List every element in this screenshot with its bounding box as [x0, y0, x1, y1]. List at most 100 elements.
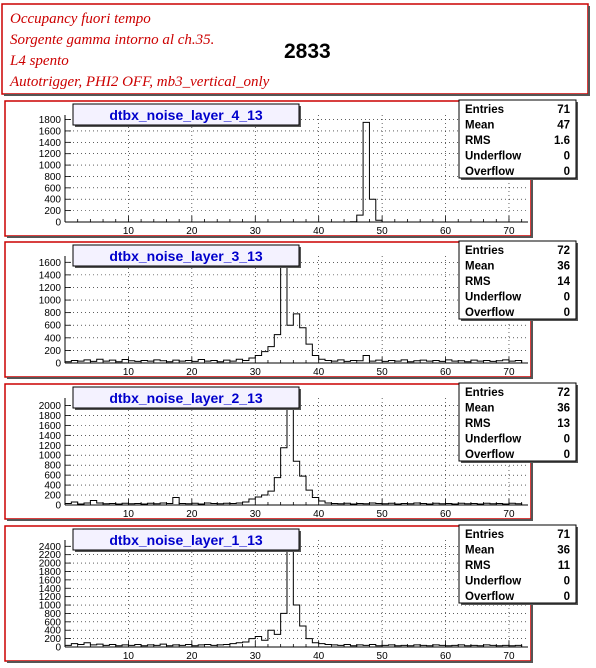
y-tick-label: 600 — [44, 617, 61, 628]
x-tick-label: 10 — [123, 509, 135, 520]
x-tick-label: 30 — [250, 509, 262, 520]
stats-label-entries: Entries — [465, 529, 504, 541]
stats-label-underflow: Underflow — [465, 434, 521, 446]
y-tick-label: 1400 — [39, 270, 62, 281]
y-tick-label: 200 — [44, 346, 61, 357]
y-tick-label: 1000 — [39, 296, 62, 307]
histogram-panels: 10 20 30 40 50 60 7002004006008001000120014001… — [4, 99, 578, 663]
y-tick-label: 1000 — [39, 161, 62, 172]
x-tick-label: 60 — [440, 226, 452, 237]
y-tick-label: 1600 — [39, 258, 62, 269]
y-tick-label: 1200 — [39, 441, 62, 452]
x-tick-label: 10 — [123, 367, 135, 378]
stats-box — [458, 240, 577, 320]
title-box — [72, 244, 300, 267]
histogram-panel-3: 10 20 30 40 50 60 7002004006008001000120014001… — [4, 240, 578, 379]
stats-box — [458, 524, 577, 604]
y-tick-label: 200 — [44, 491, 61, 502]
stats-value-underflow: 0 — [564, 576, 570, 588]
x-tick-label: 40 — [313, 226, 325, 237]
stats-label-rms: RMS — [465, 418, 491, 430]
y-tick-label: 200 — [44, 634, 61, 645]
stats-label-rms: RMS — [465, 560, 491, 572]
stats-label-underflow: Underflow — [465, 151, 521, 163]
histogram-series — [64, 264, 528, 364]
stats-value-underflow: 0 — [564, 292, 570, 304]
stats-value-entries: 72 — [557, 387, 570, 399]
stats-value-mean: 36 — [557, 545, 570, 557]
stats-label-mean: Mean — [465, 120, 494, 132]
y-tick-label: 1600 — [39, 421, 62, 432]
title-box — [72, 528, 300, 551]
title-box — [72, 103, 300, 126]
y-tick-label: 1000 — [39, 601, 62, 612]
y-tick-label: 1200 — [39, 149, 62, 160]
stats-value-overflow: 0 — [564, 166, 570, 178]
header-line-2: Sorgente gamma intorno al ch.35. — [10, 32, 214, 48]
y-tick-label: 600 — [44, 321, 61, 332]
y-tick-label: 400 — [44, 626, 61, 637]
x-tick-label: 50 — [377, 367, 389, 378]
stats-value-rms: 11 — [558, 560, 571, 572]
x-tick-label: 70 — [503, 651, 515, 662]
stats-value-underflow: 0 — [564, 434, 570, 446]
stats-label-underflow: Underflow — [465, 292, 521, 304]
histogram-title: dtbx_noise_layer_1_13 — [109, 532, 263, 548]
stats-value-entries: 71 — [557, 529, 570, 541]
x-tick-label: 70 — [503, 367, 515, 378]
y-tick-label: 400 — [44, 481, 61, 492]
stats-value-overflow: 0 — [564, 591, 570, 603]
y-tick-label: 1400 — [39, 138, 62, 149]
stats-value-entries: 71 — [557, 104, 570, 116]
stats-label-underflow: Underflow — [465, 576, 521, 588]
stats-value-entries: 72 — [557, 245, 570, 257]
header-line-1: Occupancy fuori tempo — [10, 11, 151, 27]
y-tick-label: 400 — [44, 333, 61, 344]
stats-value-mean: 36 — [557, 403, 570, 415]
y-tick-label: 1800 — [39, 567, 62, 578]
x-tick-label: 50 — [377, 226, 389, 237]
stats-label-mean: Mean — [465, 545, 494, 557]
x-tick-label: 40 — [313, 651, 325, 662]
y-tick-label: 2000 — [39, 401, 62, 412]
y-tick-label: 0 — [55, 501, 61, 512]
x-tick-label: 20 — [186, 226, 198, 237]
y-tick-label: 800 — [44, 461, 61, 472]
y-tick-label: 600 — [44, 183, 61, 194]
x-tick-label: 70 — [503, 226, 515, 237]
x-tick-label: 60 — [440, 509, 452, 520]
x-tick-label: 50 — [377, 509, 389, 520]
stats-label-mean: Mean — [465, 261, 494, 273]
header-line-3: L4 spento — [9, 53, 69, 69]
x-tick-label: 20 — [186, 367, 198, 378]
run-number: 2833 — [284, 40, 331, 63]
y-tick-label: 2400 — [39, 542, 62, 553]
y-tick-label: 200 — [44, 206, 61, 217]
stats-value-mean: 36 — [557, 261, 570, 273]
stats-label-overflow: Overflow — [465, 449, 514, 461]
stats-value-rms: 14 — [557, 276, 570, 288]
histogram-series — [64, 399, 528, 506]
x-tick-label: 10 — [123, 651, 135, 662]
y-tick-label: 0 — [55, 359, 61, 370]
y-tick-label: 400 — [44, 195, 61, 206]
y-tick-label: 1800 — [39, 115, 62, 126]
header-frame — [1, 3, 589, 95]
y-tick-label: 800 — [44, 308, 61, 319]
histogram-title: dtbx_noise_layer_3_13 — [109, 248, 263, 264]
stats-value-rms: 13 — [557, 418, 570, 430]
y-tick-label: 1600 — [39, 126, 62, 137]
header-pane: Occupancy fuori tempo Sorgente gamma int… — [1, 3, 590, 96]
y-tick-label: 600 — [44, 471, 61, 482]
y-tick-label: 1600 — [39, 575, 62, 586]
y-tick-label: 2000 — [39, 559, 62, 570]
x-tick-label: 30 — [250, 651, 262, 662]
x-tick-label: 30 — [250, 367, 262, 378]
stats-box — [458, 382, 577, 462]
histogram-series — [65, 121, 528, 223]
y-tick-label: 1200 — [39, 283, 62, 294]
histogram-title: dtbx_noise_layer_2_13 — [109, 390, 263, 406]
histogram-series — [64, 545, 528, 648]
y-tick-label: 1400 — [39, 584, 62, 595]
